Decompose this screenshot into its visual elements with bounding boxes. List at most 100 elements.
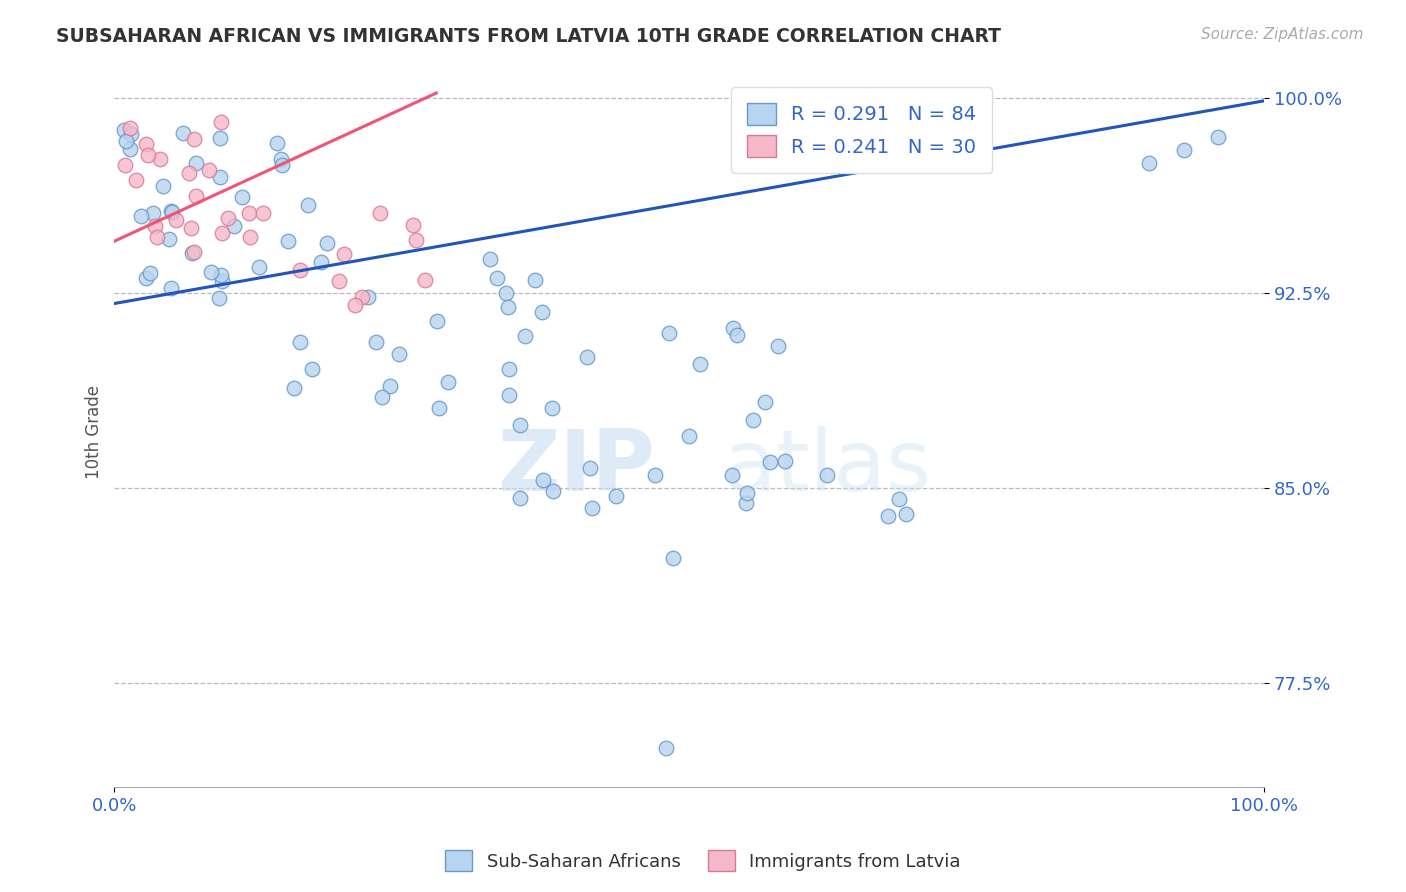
Point — [288, 262, 311, 277]
Point — [1137, 156, 1160, 170]
Point — [112, 122, 135, 136]
Point — [644, 468, 666, 483]
Point — [183, 244, 205, 259]
Point — [485, 270, 508, 285]
Point — [152, 178, 174, 193]
Point — [129, 209, 152, 223]
Point — [725, 328, 748, 343]
Point — [523, 273, 546, 287]
Point — [266, 136, 288, 151]
Point — [876, 509, 898, 524]
Point — [576, 350, 599, 364]
Point — [328, 274, 350, 288]
Point — [773, 454, 796, 468]
Point — [231, 190, 253, 204]
Point — [530, 305, 553, 319]
Point — [378, 379, 401, 393]
Point — [209, 170, 232, 185]
Point — [180, 220, 202, 235]
Point — [427, 401, 450, 415]
Point — [689, 357, 711, 371]
Point — [768, 339, 790, 353]
Point — [333, 247, 356, 261]
Point — [270, 152, 292, 166]
Point — [135, 270, 157, 285]
Point — [509, 418, 531, 433]
Point — [179, 166, 201, 180]
Legend: R = 0.291   N = 84, R = 0.241   N = 30: R = 0.291 N = 84, R = 0.241 N = 30 — [731, 87, 993, 173]
Point — [283, 381, 305, 395]
Point — [402, 218, 425, 232]
Point — [509, 491, 531, 505]
Point — [742, 413, 765, 427]
Point — [498, 361, 520, 376]
Point — [114, 158, 136, 172]
Point — [366, 335, 388, 350]
Point — [889, 491, 911, 506]
Point — [288, 335, 311, 350]
Point — [437, 375, 460, 389]
Point — [217, 211, 239, 225]
Point — [165, 213, 187, 227]
Point — [413, 273, 436, 287]
Point — [160, 281, 183, 295]
Text: atlas: atlas — [724, 426, 932, 509]
Point — [541, 401, 564, 416]
Point — [160, 203, 183, 218]
Point — [125, 173, 148, 187]
Point — [211, 274, 233, 288]
Point — [247, 260, 270, 275]
Point — [149, 152, 172, 166]
Point — [301, 362, 323, 376]
Point — [172, 126, 194, 140]
Point — [735, 486, 758, 500]
Point — [181, 246, 204, 260]
Point — [896, 507, 918, 521]
Point — [479, 252, 502, 266]
Point — [309, 254, 332, 268]
Point — [405, 233, 427, 247]
Point — [759, 455, 782, 469]
Y-axis label: 10th Grade: 10th Grade — [86, 385, 103, 479]
Point — [118, 142, 141, 156]
Point — [142, 205, 165, 219]
Point — [184, 189, 207, 203]
Point — [143, 219, 166, 233]
Point — [368, 206, 391, 220]
Point — [198, 163, 221, 178]
Point — [277, 234, 299, 248]
Point — [754, 395, 776, 409]
Point — [200, 265, 222, 279]
Point — [513, 329, 536, 343]
Text: Source: ZipAtlas.com: Source: ZipAtlas.com — [1201, 27, 1364, 42]
Point — [543, 484, 565, 499]
Point — [239, 230, 262, 244]
Point — [183, 132, 205, 146]
Point — [723, 320, 745, 334]
Point — [498, 387, 520, 401]
Point — [498, 301, 520, 315]
Point — [605, 489, 627, 503]
Point — [815, 468, 838, 483]
Point — [495, 286, 517, 301]
Point — [1206, 130, 1229, 145]
Point — [146, 230, 169, 244]
Point — [157, 232, 180, 246]
Point — [356, 290, 378, 304]
Point — [208, 291, 231, 305]
Point — [211, 227, 233, 241]
Point — [115, 134, 138, 148]
Point — [160, 204, 183, 219]
Point — [135, 137, 157, 152]
Point — [387, 346, 409, 360]
Point — [252, 205, 274, 219]
Point — [120, 127, 142, 141]
Text: SUBSAHARAN AFRICAN VS IMMIGRANTS FROM LATVIA 10TH GRADE CORRELATION CHART: SUBSAHARAN AFRICAN VS IMMIGRANTS FROM LA… — [56, 27, 1001, 45]
Point — [136, 147, 159, 161]
Point — [581, 501, 603, 516]
Point — [661, 551, 683, 566]
Point — [658, 326, 681, 340]
Text: ZIP: ZIP — [496, 426, 655, 509]
Point — [209, 268, 232, 282]
Point — [1173, 143, 1195, 157]
